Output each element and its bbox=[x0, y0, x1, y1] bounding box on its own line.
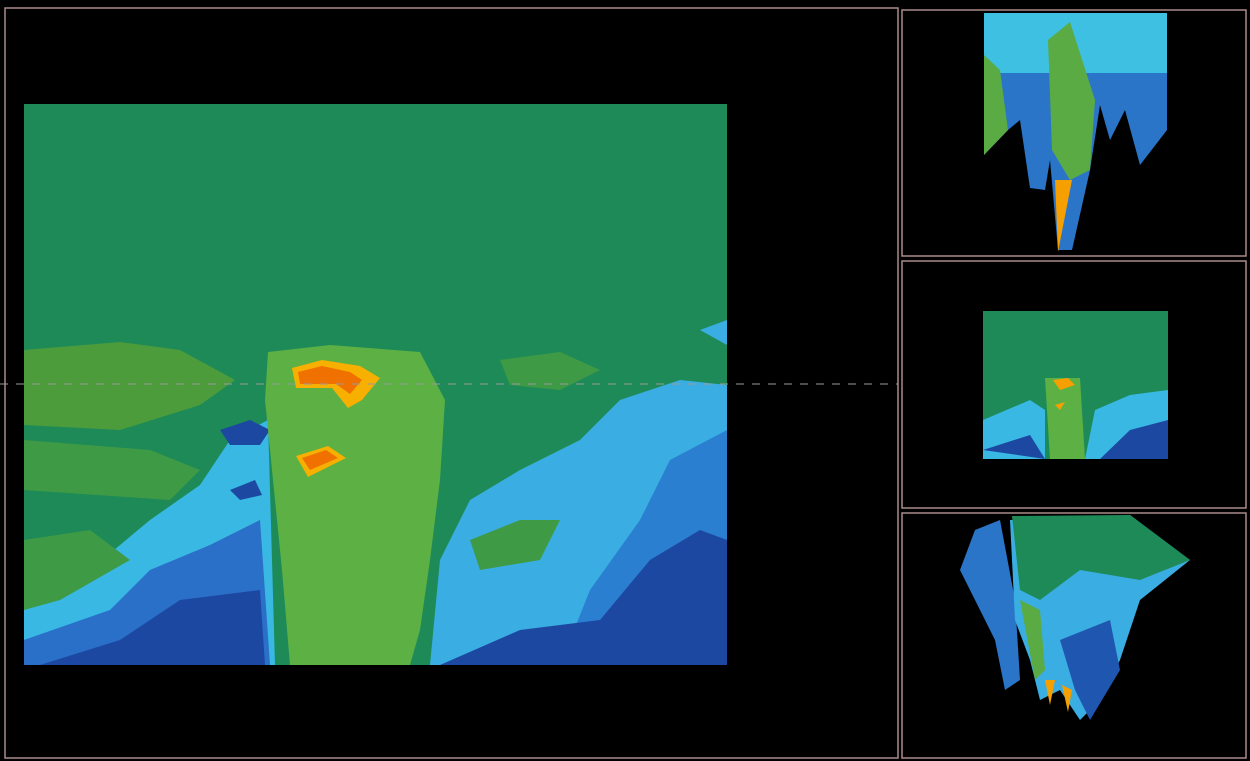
surface bbox=[984, 55, 1008, 155]
heat-region bbox=[220, 420, 270, 445]
heat-peak bbox=[298, 366, 362, 394]
surface bbox=[1020, 600, 1045, 680]
side-panel bbox=[901, 9, 1247, 257]
heat-region bbox=[700, 320, 727, 345]
surface bbox=[1100, 420, 1168, 459]
surface bbox=[1053, 378, 1075, 390]
side-panel bbox=[901, 260, 1247, 509]
heat-region bbox=[265, 345, 445, 665]
side-panel bbox=[901, 512, 1247, 759]
surface bbox=[1055, 402, 1065, 410]
heat-peak bbox=[302, 450, 338, 470]
heat-region bbox=[24, 342, 235, 430]
heat-region bbox=[500, 352, 600, 390]
panel-frame bbox=[901, 512, 1247, 759]
heat-region bbox=[230, 480, 262, 500]
heat-region bbox=[24, 440, 200, 500]
surface bbox=[983, 435, 1045, 459]
surface bbox=[1045, 680, 1055, 705]
surface bbox=[1045, 378, 1085, 459]
surface bbox=[1062, 685, 1072, 712]
heat-region bbox=[24, 530, 130, 610]
panel-frame bbox=[4, 7, 899, 759]
surface bbox=[1048, 22, 1095, 180]
heat-region bbox=[470, 520, 560, 570]
surface bbox=[1012, 515, 1190, 600]
surface bbox=[1055, 180, 1072, 252]
surface bbox=[960, 520, 1020, 690]
panel-frame bbox=[901, 9, 1247, 257]
heat-region bbox=[40, 590, 265, 665]
main-panel bbox=[0, 7, 899, 759]
heat-region bbox=[440, 530, 727, 665]
panel-frame bbox=[901, 260, 1247, 509]
surface bbox=[1060, 620, 1120, 720]
